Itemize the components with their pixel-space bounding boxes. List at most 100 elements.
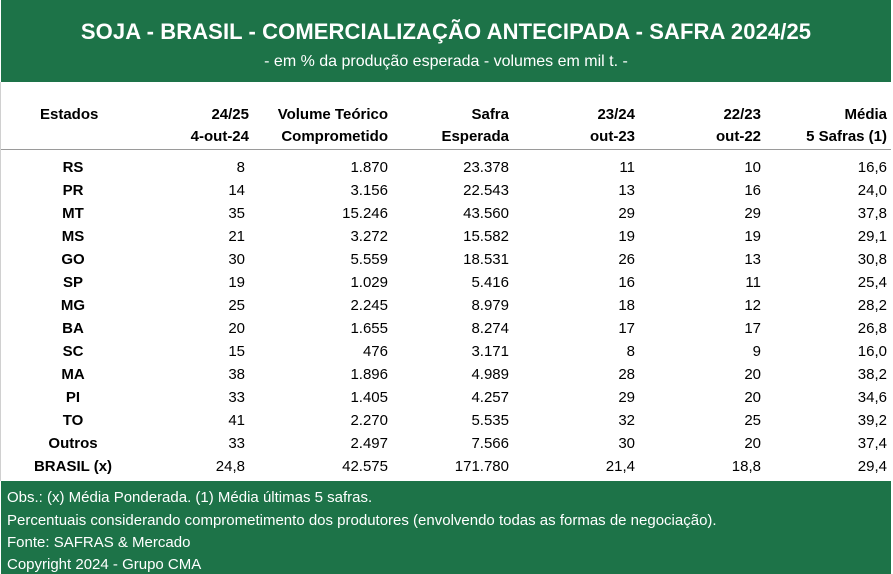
header-separator xyxy=(1,149,891,150)
col-header-volume: Volume Teórico Comprometido xyxy=(278,104,388,148)
col-header-line1: 24/25 xyxy=(211,106,249,123)
report-title: SOJA - BRASIL - COMERCIALIZAÇÃO ANTECIPA… xyxy=(80,19,812,44)
value-cell: 19 xyxy=(618,228,635,245)
report-subtitle: - em % da produção esperada - volumes em… xyxy=(264,53,628,70)
col-header-states: Estados xyxy=(40,104,98,126)
table-row: PR 14 3.156 22.543 13 16 24,0 xyxy=(0,180,893,202)
state-name-cell: PR xyxy=(62,182,84,199)
value-cell: 29,4 xyxy=(857,458,887,475)
table-row: RS 8 1.870 23.378 11 10 16,6 xyxy=(0,157,893,179)
value-cell: 11 xyxy=(619,159,635,176)
value-cell: 2.245 xyxy=(350,297,388,314)
value-cell: 22.543 xyxy=(463,182,509,199)
footer-source: Fonte: SAFRAS & Mercado xyxy=(7,534,191,551)
value-cell: 24,0 xyxy=(857,182,887,199)
value-cell: 32 xyxy=(618,412,635,429)
value-cell: 23.378 xyxy=(463,159,509,176)
state-name-cell: BRASIL (x) xyxy=(33,458,113,475)
state-name-cell: SC xyxy=(62,343,84,360)
value-cell: 21,4 xyxy=(605,458,635,475)
value-cell: 34,6 xyxy=(857,389,887,406)
col-header-2425: 24/25 4-out-24 xyxy=(191,104,249,148)
col-header-line1: 23/24 xyxy=(597,106,635,123)
col-header-line1: 22/23 xyxy=(723,106,761,123)
value-cell: 29 xyxy=(744,205,761,222)
value-cell: 26 xyxy=(618,251,635,268)
value-cell: 20 xyxy=(744,366,761,383)
value-cell: 24,8 xyxy=(215,458,245,475)
table-row: TO 41 2.270 5.535 32 25 39,2 xyxy=(0,410,893,432)
value-cell: 8 xyxy=(626,343,635,360)
value-cell: 33 xyxy=(228,435,245,452)
sheet-gridline xyxy=(0,82,1,481)
value-cell: 13 xyxy=(618,182,635,199)
table-row: MG 25 2.245 8.979 18 12 28,2 xyxy=(0,295,893,317)
value-cell: 42.575 xyxy=(342,458,388,475)
value-cell: 14 xyxy=(228,182,245,199)
value-cell: 2.497 xyxy=(350,435,388,452)
report-footer: Obs.: (x) Média Ponderada. (1) Média últ… xyxy=(1,481,891,574)
col-header-media: Média 5 Safras (1) xyxy=(806,104,887,148)
col-header-line2: out-23 xyxy=(590,128,635,145)
state-name-cell: SP xyxy=(62,274,83,291)
value-cell: 1.655 xyxy=(350,320,388,337)
col-header-line1: Estados xyxy=(40,106,99,123)
state-name-cell: PI xyxy=(65,389,81,406)
value-cell: 29,1 xyxy=(857,228,887,245)
value-cell: 25 xyxy=(744,412,761,429)
state-name-cell: MG xyxy=(60,297,86,314)
value-cell: 171.780 xyxy=(454,458,509,475)
value-cell: 11 xyxy=(745,274,761,291)
table-row: SC 15 476 3.171 8 9 16,0 xyxy=(0,341,893,363)
col-header-line2: 5 Safras (1) xyxy=(806,128,887,145)
state-name-cell: MT xyxy=(62,205,84,222)
value-cell: 16,0 xyxy=(857,343,887,360)
value-cell: 1.870 xyxy=(350,159,388,176)
table-row: MS 21 3.272 15.582 19 19 29,1 xyxy=(0,226,893,248)
value-cell: 43.560 xyxy=(463,205,509,222)
value-cell: 16 xyxy=(744,182,761,199)
value-cell: 29 xyxy=(618,389,635,406)
state-name-cell: GO xyxy=(61,251,85,268)
col-header-safra: Safra Esperada xyxy=(441,104,509,148)
value-cell: 15.582 xyxy=(463,228,509,245)
value-cell: 35 xyxy=(228,205,245,222)
table-row: GO 30 5.559 18.531 26 13 30,8 xyxy=(0,249,893,271)
value-cell: 37,8 xyxy=(857,205,887,222)
table-row: Outros 33 2.497 7.566 30 20 37,4 xyxy=(0,433,893,455)
value-cell: 3.272 xyxy=(350,228,388,245)
value-cell: 21 xyxy=(228,228,245,245)
value-cell: 476 xyxy=(362,343,388,360)
value-cell: 38,2 xyxy=(857,366,887,383)
table-row: MT 35 15.246 43.560 29 29 37,8 xyxy=(0,203,893,225)
col-header-line2: Comprometido xyxy=(281,128,388,145)
value-cell: 20 xyxy=(228,320,245,337)
value-cell: 30,8 xyxy=(857,251,887,268)
value-cell: 10 xyxy=(744,159,761,176)
table-row: PI 33 1.405 4.257 29 20 34,6 xyxy=(0,387,893,409)
col-header-line2: out-22 xyxy=(716,128,761,145)
state-name-cell: MS xyxy=(61,228,85,245)
col-header-line1: Média xyxy=(844,106,887,123)
value-cell: 39,2 xyxy=(857,412,887,429)
value-cell: 15.246 xyxy=(342,205,388,222)
value-cell: 4.257 xyxy=(471,389,509,406)
state-name-cell: MA xyxy=(61,366,85,383)
value-cell: 5.535 xyxy=(471,412,509,429)
table-row: MA 38 1.896 4.989 28 20 38,2 xyxy=(0,364,893,386)
value-cell: 30 xyxy=(228,251,245,268)
value-cell: 37,4 xyxy=(857,435,887,452)
value-cell: 7.566 xyxy=(471,435,509,452)
value-cell: 8.274 xyxy=(471,320,509,337)
value-cell: 1.029 xyxy=(350,274,388,291)
value-cell: 18 xyxy=(618,297,635,314)
col-header-2324: 23/24 out-23 xyxy=(590,104,635,148)
value-cell: 18.531 xyxy=(463,251,509,268)
value-cell: 30 xyxy=(618,435,635,452)
state-name-cell: Outros xyxy=(48,435,98,452)
value-cell: 3.171 xyxy=(471,343,509,360)
footer-notes: Obs.: (x) Média Ponderada. (1) Média últ… xyxy=(7,489,373,506)
value-cell: 15 xyxy=(228,343,245,360)
value-cell: 1.405 xyxy=(350,389,388,406)
